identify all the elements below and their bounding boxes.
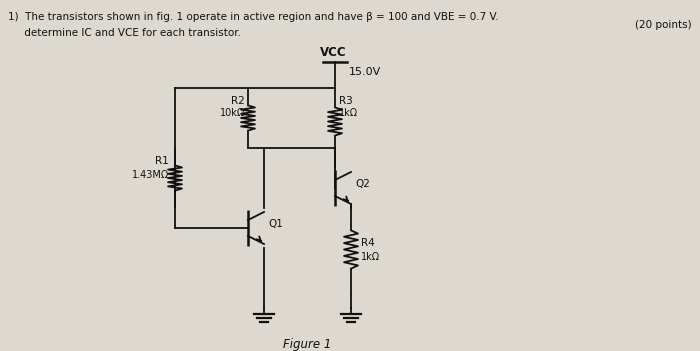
Text: R3: R3 <box>339 96 353 106</box>
Text: Q1: Q1 <box>268 219 283 229</box>
Text: 15.0V: 15.0V <box>349 67 382 77</box>
Text: R1: R1 <box>155 156 169 166</box>
Text: 1kΩ: 1kΩ <box>339 108 358 118</box>
Text: 1kΩ: 1kΩ <box>361 252 380 262</box>
Text: 10kΩ: 10kΩ <box>220 108 245 118</box>
Text: Figure 1: Figure 1 <box>283 338 331 351</box>
Text: R4: R4 <box>361 238 374 248</box>
Text: 1.43MΩ: 1.43MΩ <box>132 170 169 180</box>
Text: 1)  The transistors shown in fig. 1 operate in active region and have β = 100 an: 1) The transistors shown in fig. 1 opera… <box>8 12 498 22</box>
Text: Q2: Q2 <box>355 179 370 189</box>
Text: R2: R2 <box>231 96 245 106</box>
Text: determine IC and VCE for each transistor.: determine IC and VCE for each transistor… <box>8 28 241 38</box>
Text: (20 points): (20 points) <box>636 20 692 30</box>
Text: VCC: VCC <box>320 46 346 59</box>
